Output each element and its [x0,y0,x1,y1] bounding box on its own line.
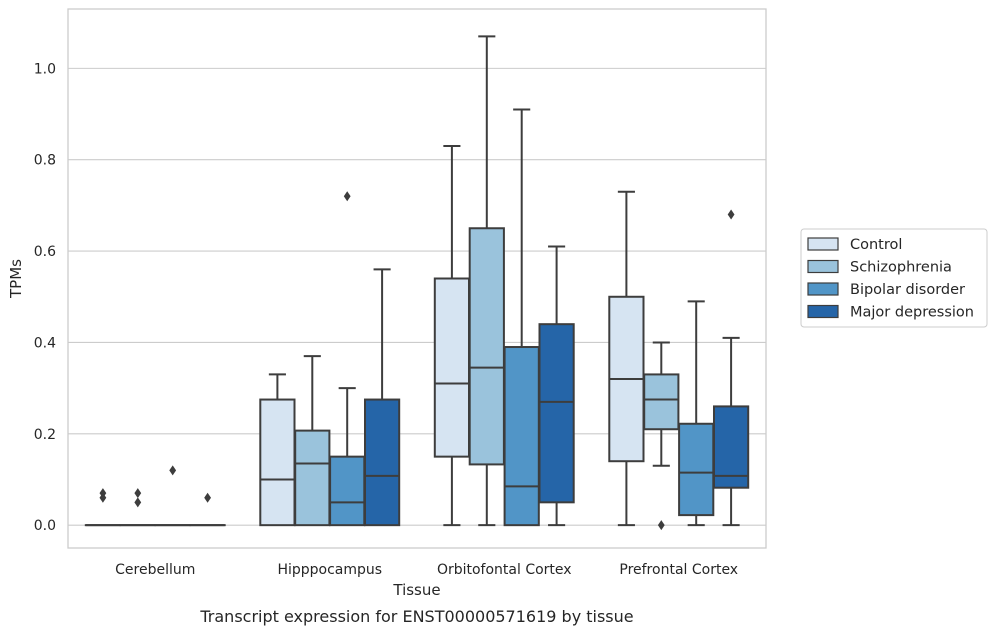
x-tick-labels: Cerebellum Hipppocampus Orbitofontal Corte… [115,562,738,578]
outlier-point [204,492,211,503]
box [678,300,715,527]
box-body [643,373,680,431]
legend-item: Bipolar disorder [807,282,965,298]
box [433,145,471,527]
y-tick-label: 0.8 [34,153,56,169]
box [294,355,331,527]
y-tick-label: 0.2 [34,427,56,443]
legend-label: Schizophrenia [850,260,952,276]
legend-frame [800,228,988,328]
box [84,488,122,527]
x-axis-label: Tissue [392,581,440,599]
box [363,268,401,527]
legend-swatch [807,237,839,251]
y-tick-label: 0.6 [34,244,56,260]
outlier-point [99,488,107,499]
box [329,191,366,527]
x-tick-label: Orbitofontal Cortex [437,562,572,578]
outlier-point [657,520,665,531]
y-tick-label: 0.0 [34,518,56,534]
x-tick-label: Hipppocampus [277,562,382,578]
series-schizophrenia [119,35,680,531]
box [608,190,645,527]
outlier-point [134,488,142,499]
box [468,35,505,527]
y-tick-label: 0.4 [34,335,56,351]
box-body [259,398,296,527]
box [189,492,226,527]
outlier-point [343,191,351,202]
series-control [84,145,645,527]
box [503,108,540,527]
outlier-point [169,465,177,476]
box-body [294,429,331,527]
plot-frame [67,8,767,549]
legend-label: Control [850,237,902,253]
box-body [712,405,750,489]
y-tick-labels: 0.0 0.2 0.4 0.6 0.8 1.0 [34,61,56,534]
legend: Control Schizophrenia Bipolar disorder Majo… [800,228,988,328]
outlier-point [134,497,142,508]
box [119,488,156,527]
box [712,209,750,527]
legend-item: Control [807,237,902,253]
box [538,245,575,527]
x-tick-label: Cerebellum [115,562,195,578]
legend-item: Major depression [807,304,974,321]
box [643,341,680,531]
box-body [433,277,471,458]
chart-caption: Transcript expression for ENST0000057161… [199,607,633,626]
y-tick-label: 1.0 [34,61,56,77]
y-axis-label: TPMs [7,259,25,299]
legend-label: Major depression [850,305,974,321]
gridlines [68,67,766,526]
legend-label: Bipolar disorder [850,282,965,298]
box-body [363,398,401,527]
legend-item: Schizophrenia [807,259,952,276]
box-body [678,422,715,517]
series-bipolar-disorder [154,108,715,527]
series-major-depression [189,209,750,527]
x-tick-label: Prefrontal Cortex [619,562,738,578]
box [154,465,191,527]
box-body [538,323,575,504]
box-body [329,455,366,527]
box-body [503,346,540,527]
legend-swatch [807,282,839,296]
box [259,373,296,527]
box-body [468,227,505,466]
box-plot-series [84,35,750,531]
legend-swatch [807,304,839,319]
outlier-point [727,209,735,220]
legend-swatch [807,259,839,274]
